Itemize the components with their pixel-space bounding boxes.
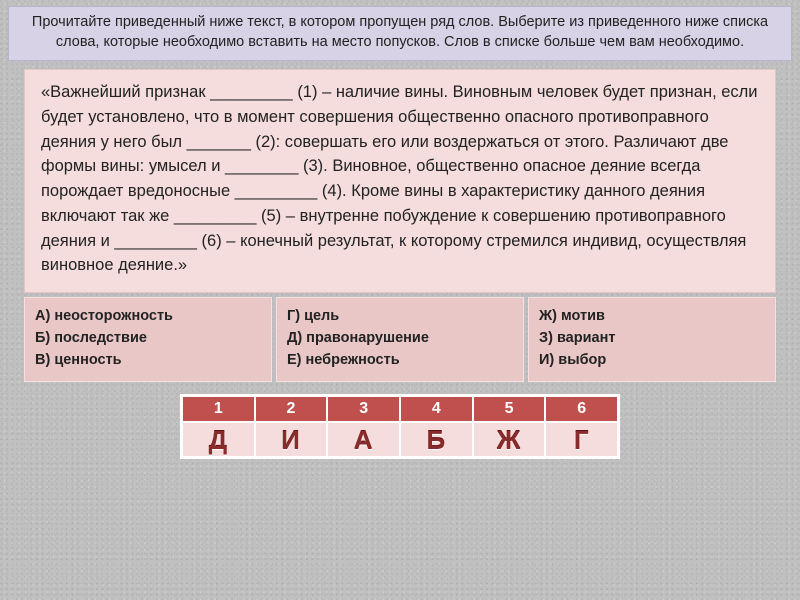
options-col-2: Г) цель Д) правонарушение Е) небрежность xyxy=(276,297,524,382)
options-col-3: Ж) мотив З) вариант И) выбор xyxy=(528,297,776,382)
passage-text: «Важнейший признак _________ (1) – налич… xyxy=(41,83,758,274)
answer-col-3: 3 А xyxy=(327,396,400,457)
answer-value: А xyxy=(327,422,400,457)
instruction-text: Прочитайте приведенный ниже текст, в кот… xyxy=(32,14,768,50)
slide-container: Прочитайте приведенный ниже текст, в кот… xyxy=(0,0,800,600)
answer-value: Г xyxy=(545,422,618,457)
answer-col-2: 2 И xyxy=(255,396,328,457)
answer-col-5: 5 Ж xyxy=(473,396,546,457)
answer-header: 3 xyxy=(327,396,400,422)
answer-header: 4 xyxy=(400,396,473,422)
answer-header: 1 xyxy=(182,396,255,422)
answer-col-4: 4 Б xyxy=(400,396,473,457)
options-col-1: А) неосторожность Б) последствие В) ценн… xyxy=(24,297,272,382)
answer-header: 5 xyxy=(473,396,546,422)
answer-table: 1 Д 2 И 3 А 4 Б 5 Ж 6 Г xyxy=(180,394,620,459)
options-row: А) неосторожность Б) последствие В) ценн… xyxy=(24,297,776,382)
answer-value: И xyxy=(255,422,328,457)
answer-value: Д xyxy=(182,422,255,457)
answer-col-1: 1 Д xyxy=(182,396,255,457)
answer-header: 2 xyxy=(255,396,328,422)
answer-value: Ж xyxy=(473,422,546,457)
answer-header: 6 xyxy=(545,396,618,422)
answer-col-6: 6 Г xyxy=(545,396,618,457)
instruction-header: Прочитайте приведенный ниже текст, в кот… xyxy=(8,6,792,61)
passage-box: «Важнейший признак _________ (1) – налич… xyxy=(24,69,776,293)
answer-value: Б xyxy=(400,422,473,457)
